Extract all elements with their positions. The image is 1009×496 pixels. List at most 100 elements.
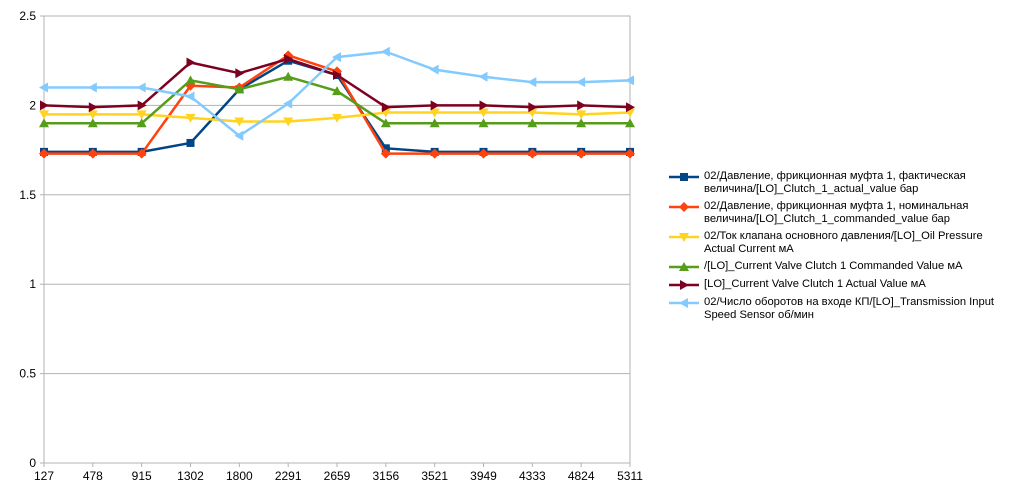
x-tick-label: 3156 (372, 469, 399, 483)
legend-label: 02/Число оборотов на входе КП/[LO]_Trans… (704, 296, 995, 321)
data-point (381, 144, 390, 153)
data-point (137, 100, 147, 111)
legend-key (669, 262, 699, 271)
x-tick-label: 4824 (568, 469, 595, 483)
data-point (576, 77, 586, 88)
data-point (478, 118, 489, 128)
legend-label: /[LO]_Current Valve Clutch 1 Commanded V… (704, 260, 963, 272)
x-tick-label: 3949 (470, 469, 497, 483)
x-tick-label: 5311 (617, 469, 643, 483)
legend-item: /[LO]_Current Valve Clutch 1 Commanded V… (668, 260, 1003, 274)
data-point (332, 52, 341, 63)
data-point (136, 110, 147, 120)
data-point (429, 108, 440, 118)
data-point (680, 173, 688, 181)
x-tick-label: 2291 (275, 469, 302, 483)
data-point (479, 100, 489, 111)
data-point (679, 202, 689, 212)
legend: 02/Давление, фрикционная муфта 1, фактич… (668, 170, 1003, 326)
data-point (88, 102, 98, 113)
y-tick-label: 0 (29, 456, 36, 470)
data-point (284, 53, 294, 64)
legend-key (669, 173, 699, 181)
data-point (679, 233, 689, 242)
data-point (185, 113, 196, 123)
data-point (39, 118, 49, 128)
data-point (380, 148, 391, 159)
data-point (626, 102, 635, 113)
data-point (333, 70, 342, 81)
y-tick-label: 2.5 (19, 9, 36, 23)
data-point (39, 148, 49, 159)
data-point (332, 113, 342, 123)
data-point (679, 298, 688, 308)
y-tick-label: 1.5 (19, 188, 36, 202)
legend-key (669, 298, 699, 308)
legend-item: [LO]_Current Valve Clutch 1 Actual Value… (668, 278, 1003, 292)
data-point (185, 75, 196, 85)
data-point (527, 118, 538, 128)
data-point (576, 110, 587, 120)
x-tick-label: 1800 (226, 469, 253, 483)
data-point (186, 57, 196, 68)
data-point (478, 71, 488, 82)
data-point (576, 118, 587, 128)
data-point (679, 262, 689, 271)
y-tick-label: 1 (29, 277, 36, 291)
legend-label: [LO]_Current Valve Clutch 1 Actual Value… (704, 278, 926, 290)
data-point (186, 138, 195, 147)
data-point (478, 148, 489, 159)
legend-item: 02/Число оборотов на входе КП/[LO]_Trans… (668, 296, 1003, 322)
data-point (235, 68, 245, 79)
data-point (283, 71, 294, 81)
x-tick-label: 478 (83, 469, 103, 483)
data-point (430, 100, 440, 111)
data-point (528, 102, 538, 113)
data-point (283, 98, 293, 109)
data-point (380, 118, 391, 128)
data-point (478, 108, 489, 118)
legend-label: 02/Давление, фрикционная муфта 1, фактич… (704, 170, 966, 195)
data-point (136, 118, 147, 128)
data-point (136, 82, 146, 93)
y-tick-label: 0.5 (19, 367, 36, 381)
legend-label: 02/Давление, фрикционная муфта 1, номина… (704, 200, 969, 225)
legend-key (669, 280, 699, 290)
data-point (87, 118, 98, 128)
legend-item: 02/Давление, фрикционная муфта 1, номина… (668, 200, 1003, 226)
data-point (87, 110, 98, 120)
data-point (234, 117, 245, 127)
x-tick-label: 2659 (324, 469, 351, 483)
data-point (680, 280, 689, 290)
x-tick-label: 915 (132, 469, 152, 483)
y-tick-label: 2 (29, 98, 36, 112)
legend-key (669, 233, 699, 242)
legend-key (669, 202, 699, 212)
data-point (283, 117, 294, 127)
data-point (40, 100, 49, 111)
data-point (381, 102, 391, 113)
legend-item: 02/Ток клапана основного давления/[LO]_O… (668, 230, 1003, 256)
data-point (87, 148, 98, 159)
data-point (625, 148, 635, 159)
data-point (429, 118, 440, 128)
data-point (39, 110, 49, 120)
legend-label: 02/Ток клапана основного давления/[LO]_O… (704, 230, 983, 255)
data-point (234, 130, 244, 141)
data-point (185, 91, 195, 102)
x-tick-label: 1302 (177, 469, 204, 483)
data-point (234, 84, 245, 94)
legend-item: 02/Давление, фрикционная муфта 1, фактич… (668, 170, 1003, 196)
data-point (380, 46, 390, 57)
x-tick-label: 127 (34, 469, 54, 483)
data-point (332, 86, 342, 96)
data-point (625, 118, 635, 128)
data-point (625, 75, 634, 86)
data-point (577, 100, 587, 111)
data-point (87, 82, 97, 93)
data-point (527, 77, 537, 88)
data-point (136, 148, 147, 159)
data-point (527, 148, 538, 159)
x-tick-label: 4333 (519, 469, 546, 483)
